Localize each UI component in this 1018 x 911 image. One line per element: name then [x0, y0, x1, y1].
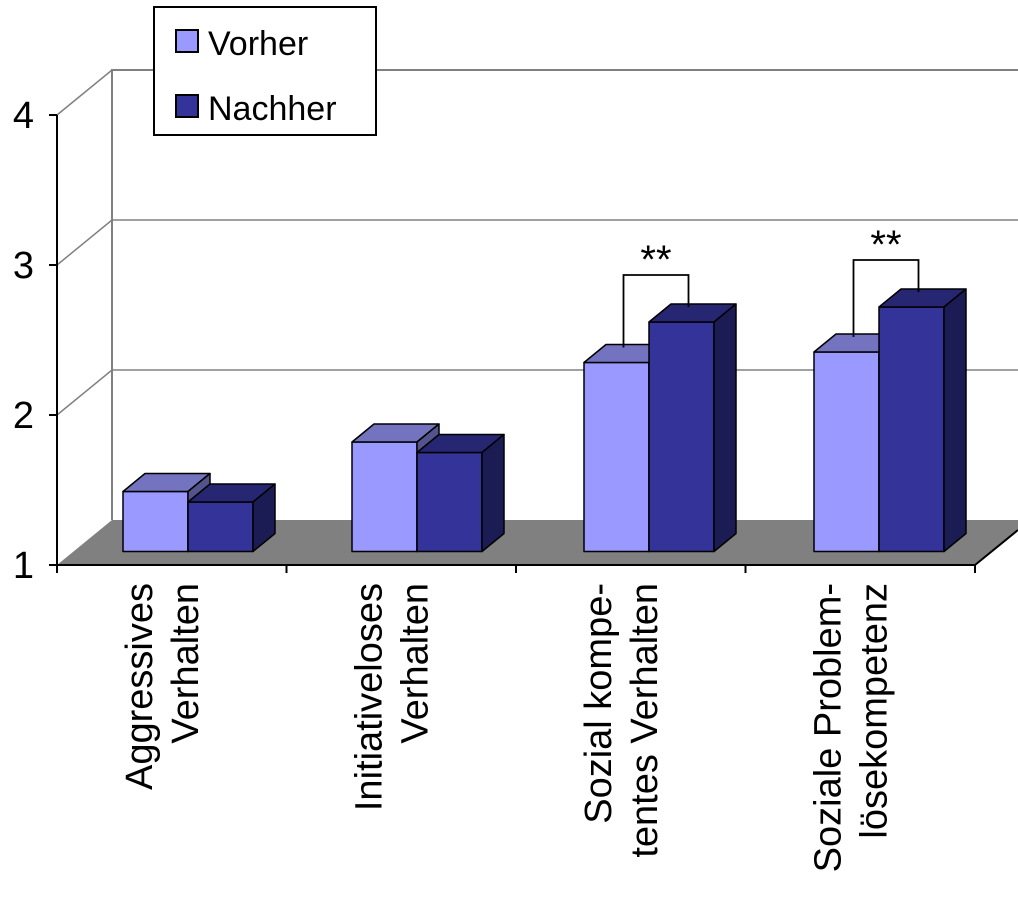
category-label-1: Initiativeloses Verhalten — [348, 583, 436, 811]
y-tick-label: 4 — [13, 95, 34, 137]
legend-swatch-nachher — [175, 94, 199, 118]
y-tick-label: 1 — [13, 545, 34, 587]
bar-nachher-0-side — [252, 483, 276, 553]
y-tick-label: 2 — [13, 395, 34, 437]
category-label-line: Initiativeloses — [348, 583, 390, 811]
x-axis-depth-line — [974, 529, 1018, 566]
bar-vorher-0-front — [122, 490, 189, 553]
legend-swatch-vorher — [175, 29, 199, 53]
legend-label-nachher: Nachher — [208, 90, 337, 128]
y-tick-label: 3 — [13, 245, 34, 287]
significance-bracket-2 — [622, 274, 690, 348]
bar-nachher-3-side — [943, 288, 967, 553]
gridline-4 — [56, 69, 1018, 116]
category-label-3: Soziale Problem-lösekompetenz — [807, 583, 895, 872]
bar-nachher-1 — [416, 433, 505, 553]
legend: Vorher Nachher — [153, 6, 377, 136]
floor-plane — [57, 520, 1018, 565]
significance-label: ** — [870, 223, 901, 267]
category-label-line: Sozial kompe- — [578, 583, 620, 824]
bar-vorher-1-front — [351, 441, 418, 553]
bar-nachher-2 — [648, 303, 737, 553]
category-label-line: tentes Verhalten — [624, 583, 666, 858]
bar-nachher-0 — [187, 483, 276, 553]
category-labels: Aggressives Verhalten Initiativeloses Verha… — [119, 583, 896, 872]
bar-vorher-3-front — [813, 351, 880, 553]
bars — [122, 288, 967, 553]
category-label-2: Sozial kompe-tentes Verhalten — [578, 583, 666, 858]
significance-bracket-3 — [852, 259, 920, 337]
significance-markers: ** ** — [622, 223, 920, 348]
category-label-line: Soziale Problem- — [807, 583, 849, 872]
category-label-line: Verhalten — [165, 583, 207, 744]
category-label-line: Aggressives — [119, 583, 161, 790]
bar-nachher-3 — [878, 288, 967, 553]
axes — [49, 114, 1018, 573]
category-label-line: Verhalten — [394, 583, 436, 744]
bar-nachher-2-front — [648, 321, 715, 553]
bar-nachher-2-side — [713, 303, 737, 553]
legend-label-vorher: Vorher — [208, 25, 308, 63]
category-label-0: Aggressives Verhalten — [119, 583, 207, 790]
category-label-line: lösekompetenz — [853, 583, 895, 839]
gridline-3 — [56, 219, 1018, 266]
bar-nachher-0-front — [187, 501, 254, 553]
bar-vorher-2-front — [583, 361, 650, 553]
bar-nachher-1-front — [416, 451, 483, 553]
significance-label: ** — [640, 238, 671, 282]
bar-nachher-3-front — [878, 306, 945, 553]
chart-floor — [57, 520, 1018, 565]
bar-nachher-1-side — [481, 433, 505, 553]
y-tick-labels: 1 2 3 4 — [13, 95, 34, 587]
